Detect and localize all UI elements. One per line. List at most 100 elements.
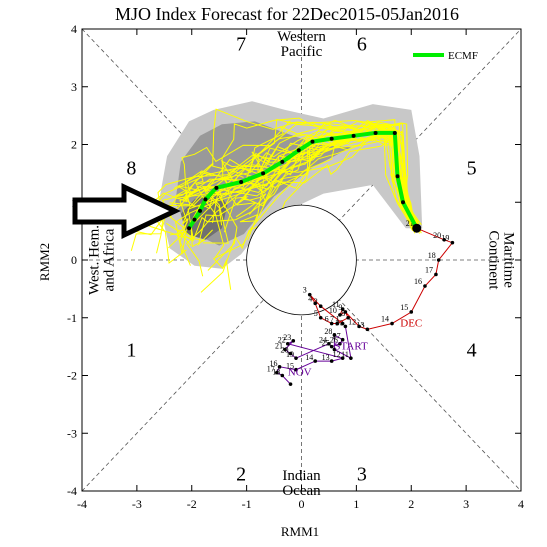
observed-nov-point [340,337,345,342]
observed-dec-point [442,237,446,242]
ensemble-mean-point [329,136,334,141]
observed-nov-point [329,359,334,363]
x-axis-label: RMM1 [281,524,319,539]
unit-circle [246,204,357,316]
chart-title: MJO Index Forecast for 22Dec2015-05Jan20… [115,4,459,24]
observed-dec-point [365,327,370,332]
observed-nov-point [285,341,290,346]
y-tick-label: 0 [71,253,77,267]
ensemble-mean-point [192,217,197,222]
observed-dec-point [390,321,394,326]
observed-nov-point [349,356,353,360]
observed-dec-point [436,258,441,262]
x-tick-label: -1 [242,497,252,511]
observed-nov-point-label: 12 [333,350,341,359]
region-label: West. Hem. and Africa [87,225,118,295]
observed-nov-point [332,347,337,352]
observed-dec-point [329,321,334,326]
observed-nov-point [277,365,282,369]
observed-dec-point [318,304,323,309]
observed-nov-point [332,333,337,337]
ensemble-member-line [166,123,421,242]
observed-nov-point [283,347,287,352]
ensemble-member-line [242,130,413,227]
phase-label-6: 6 [357,33,367,55]
observed-nov-point-label: 21 [275,342,283,351]
observed-dec-point [423,284,427,288]
observed-nov-point-label: 28 [324,327,332,336]
ensemble-mean-point [351,133,356,138]
arrow-shape [72,183,181,239]
ensemble-mean-point [280,159,285,164]
region-label-line: West. Hem. [87,225,103,295]
ensemble-member-line [223,120,420,234]
observed-dec-point [318,315,323,320]
y-axis-label: RMM2 [37,243,52,281]
phase-label-5: 5 [467,158,477,180]
forecast-start-point [412,223,422,233]
y-tick-label: 2 [71,138,77,152]
ensemble-mean-point [296,148,301,153]
region-label-line: Western [277,29,326,45]
ensemble-member-line [201,122,419,244]
x-tick-label: 1 [353,497,359,511]
observed-dec-point-label: 5 [314,309,318,318]
x-tick-label: 0 [299,497,305,511]
y-tick-label: 4 [71,22,77,36]
observed-nov-point [313,359,318,363]
observed-nov-point-label: 25 [322,339,330,348]
observed-nov-point-label: 17 [267,365,275,374]
observed-dec-point [340,321,345,326]
observed-nov-point-label: 15 [286,362,294,371]
ensemble-mean-point [214,185,219,190]
y-tick-label: -1 [67,311,77,325]
ensemble-mean-point [239,180,244,185]
x-tick-label: -3 [132,497,142,511]
ensemble-mean-point [373,130,378,135]
y-tick-label: -2 [67,369,77,383]
observed-dec-point-label: 20 [433,231,441,240]
region-label-line: Continent [485,230,501,290]
observed-nov-point [340,356,345,360]
observed-dec-point-label: 17 [425,265,433,274]
observed-dec-point-label: 4 [308,294,312,303]
ensemble-mean-point [203,197,208,202]
x-tick-label: 2 [408,497,414,511]
ensemble-mean-point [187,226,192,231]
ensemble-member-line [183,123,414,229]
phase-label-8: 8 [126,158,136,180]
observed-dec-point-label: 14 [381,315,389,324]
observed-nov-point-label: 11 [341,350,349,359]
observed-nov-point [338,341,342,346]
region-label-line: Pacific [281,44,323,60]
y-tick-label: 3 [71,80,77,94]
legend-label-ecmf: ECMF [448,50,478,62]
observed-nov-point [280,373,285,378]
observed-dec-point [450,240,455,245]
legend: ECMF [413,50,478,62]
ensemble-mean-point [401,200,406,205]
observed-nov-point [288,382,293,386]
ensemble-mean-point [261,171,266,176]
observed-nov-point [288,351,293,356]
x-tick-label: -4 [77,497,87,511]
observed-dec-point [434,272,438,277]
observed-dec-point-label: 12 [348,317,356,326]
observed-dec-point-label: 3 [303,286,307,295]
observed-dec-point-label: 1 [336,315,340,324]
observed-nov-point [291,339,296,343]
y-tick-label: -3 [67,426,77,440]
observed-dec-point [357,324,361,329]
phase-label-1: 1 [126,340,136,362]
observed-dec-point-label: 15 [400,303,408,312]
annotation-arrow [72,183,181,239]
plot-area: -4-3-2-101234-4-3-2-10123412345678Wester… [67,22,524,511]
ensemble-member-line [221,117,415,229]
ensemble-mean-point [197,208,202,213]
observed-dec-point [313,301,318,306]
x-tick-label: 4 [518,497,524,511]
observed-dec-point [343,310,348,314]
